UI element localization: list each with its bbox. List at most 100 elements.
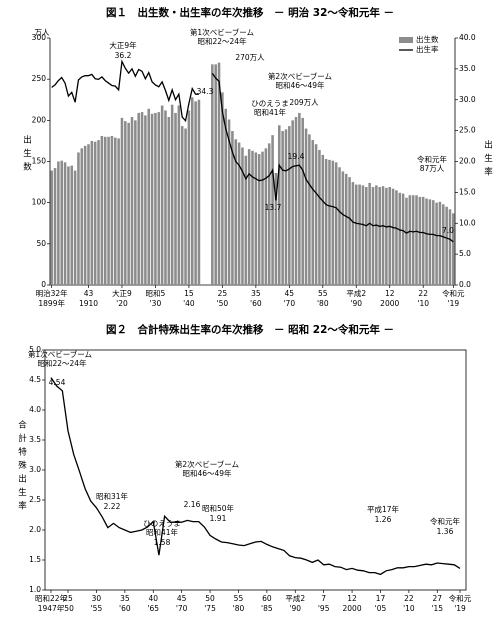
annotation: 昭和31年: [96, 491, 129, 501]
bar: [344, 173, 348, 285]
x-tick-sublabel: '40: [183, 299, 195, 308]
y2-tick-label: 40.0: [459, 33, 476, 42]
x-tick-label: 7: [321, 594, 326, 603]
x-tick-sublabel: '75: [204, 604, 216, 613]
bar: [445, 206, 448, 285]
bar: [321, 154, 325, 285]
bar: [144, 115, 147, 285]
bar: [184, 128, 187, 285]
legend-label: 出生率: [416, 44, 439, 54]
y-axis-label: 出生数: [22, 134, 32, 175]
bar: [428, 199, 432, 285]
x-tick-label: 12: [385, 289, 395, 298]
bar: [314, 144, 318, 285]
x-tick-sublabel: '85: [261, 604, 273, 613]
annotation: 第2次ベビーブーム: [175, 459, 239, 469]
bar: [120, 117, 124, 285]
annotation: 昭和50年: [202, 503, 235, 513]
bar: [391, 188, 395, 285]
x-tick-label: 昭和22年: [35, 593, 68, 603]
bar: [298, 112, 301, 285]
bar: [197, 99, 201, 285]
bar: [288, 126, 291, 285]
x-tick-sublabel: '20: [116, 299, 128, 308]
x-tick-label: 12: [347, 594, 357, 603]
x-tick-sublabel: '19: [454, 604, 466, 613]
bar: [73, 170, 77, 285]
bar: [107, 136, 110, 285]
bar: [224, 108, 227, 285]
x-tick-label: 27: [433, 594, 443, 603]
bar: [334, 162, 338, 285]
annotation: 第1次ベビーブーム: [190, 27, 254, 37]
plot-frame: [44, 349, 467, 591]
y-tick-label: 250: [32, 74, 47, 83]
x-tick-label: 22: [404, 594, 414, 603]
bar: [395, 190, 398, 285]
bar: [388, 187, 392, 285]
annotation: 1.91: [210, 514, 227, 523]
y-tick-label: 300: [32, 33, 47, 42]
bar: [267, 143, 271, 285]
bar: [271, 135, 274, 285]
bar: [87, 144, 90, 285]
x-tick-sublabel: 1947年: [38, 603, 65, 613]
bar: [442, 204, 445, 285]
x-tick-sublabel: '80: [317, 299, 329, 308]
y2-tick-label: 5.0: [459, 249, 471, 258]
x-tick-sublabel: '05: [375, 604, 387, 613]
annotation: 36.2: [115, 51, 132, 60]
bar: [221, 92, 224, 285]
bar: [217, 62, 221, 286]
y-tick-label: 1.5: [29, 555, 41, 564]
y-tick-label: 3.5: [29, 435, 41, 444]
annotation: 昭和22～24年: [37, 358, 87, 368]
y2-tick-label: 25.0: [459, 126, 476, 135]
y-tick-label: 100: [32, 198, 47, 207]
x-tick-sublabel: '70: [284, 299, 296, 308]
bar: [93, 141, 97, 285]
x-tick-label: 昭和5: [146, 289, 166, 298]
annotation: 209万人: [289, 98, 319, 107]
x-tick-sublabel: '15: [431, 604, 443, 613]
x-tick-label: 17: [376, 594, 386, 603]
annotation: 令和元年: [417, 154, 447, 164]
annotation: 7.0: [442, 226, 454, 235]
x-tick-label: 大正9: [112, 288, 132, 298]
x-tick-sublabel: '30: [150, 299, 162, 308]
x-tick-label: 40: [148, 594, 158, 603]
x-tick-sublabel: '19: [448, 299, 460, 308]
bar: [147, 108, 151, 285]
y-axis-label: 合計特殊出生率: [17, 419, 27, 514]
x-tick-sublabel: 2000: [380, 299, 399, 308]
bar: [338, 167, 341, 285]
x-tick-sublabel: '95: [318, 604, 330, 613]
x-tick-sublabel: '60: [250, 299, 262, 308]
x-tick-label: 25: [63, 594, 73, 603]
legend-swatch: [399, 37, 413, 43]
y-tick-label: 2.0: [29, 525, 41, 534]
bar: [328, 159, 331, 285]
bar: [284, 129, 288, 285]
x-tick-label: 明治32年: [36, 288, 69, 298]
x-tick-label: 平成2: [346, 288, 366, 298]
bar: [180, 126, 184, 285]
bar: [291, 120, 294, 285]
bar: [361, 185, 365, 285]
bar: [415, 195, 418, 285]
bar: [254, 152, 258, 285]
bar: [234, 139, 238, 285]
x-tick-sublabel: '90: [350, 299, 362, 308]
annotation: 1.36: [437, 527, 454, 536]
bar: [211, 64, 214, 285]
bar: [301, 117, 304, 285]
bar: [113, 137, 117, 285]
bar: [150, 113, 154, 285]
bar: [53, 168, 57, 285]
x-tick-label: 50: [205, 594, 215, 603]
y-tick-label: 0: [41, 280, 46, 289]
bar: [438, 201, 442, 285]
annotation: 昭和22～24年: [197, 36, 247, 46]
y-tick-label: 50: [36, 239, 46, 248]
